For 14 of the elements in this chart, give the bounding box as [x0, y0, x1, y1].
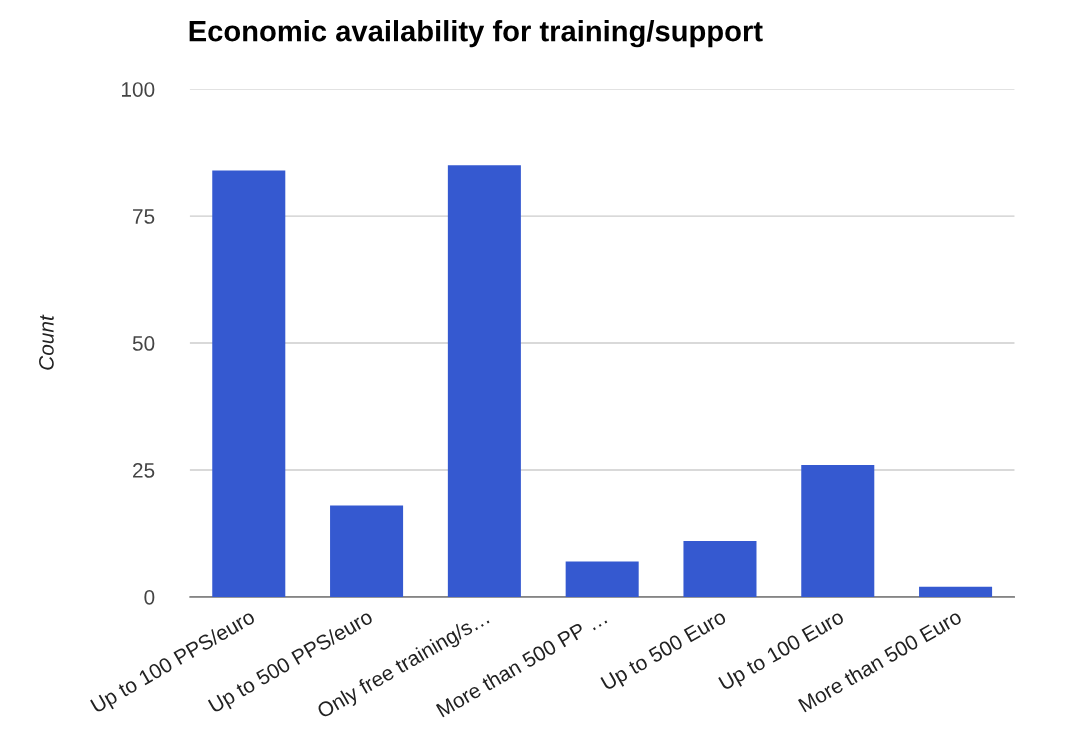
- y-axis-title: Count: [39, 314, 54, 370]
- y-tick-label: 100: [121, 82, 155, 97]
- bar: [919, 586, 993, 597]
- bar: [447, 165, 521, 597]
- bar: [565, 561, 639, 597]
- y-tick-label: 25: [133, 463, 155, 478]
- bar: [683, 541, 757, 597]
- y-tick-label: 75: [133, 209, 155, 224]
- bar: [801, 464, 875, 597]
- bar: [212, 170, 286, 597]
- y-tick-label: 50: [132, 336, 155, 351]
- bar: [330, 505, 404, 597]
- y-tick-label: 0: [144, 589, 155, 605]
- chart-title: Economic availability for training/support: [189, 20, 763, 48]
